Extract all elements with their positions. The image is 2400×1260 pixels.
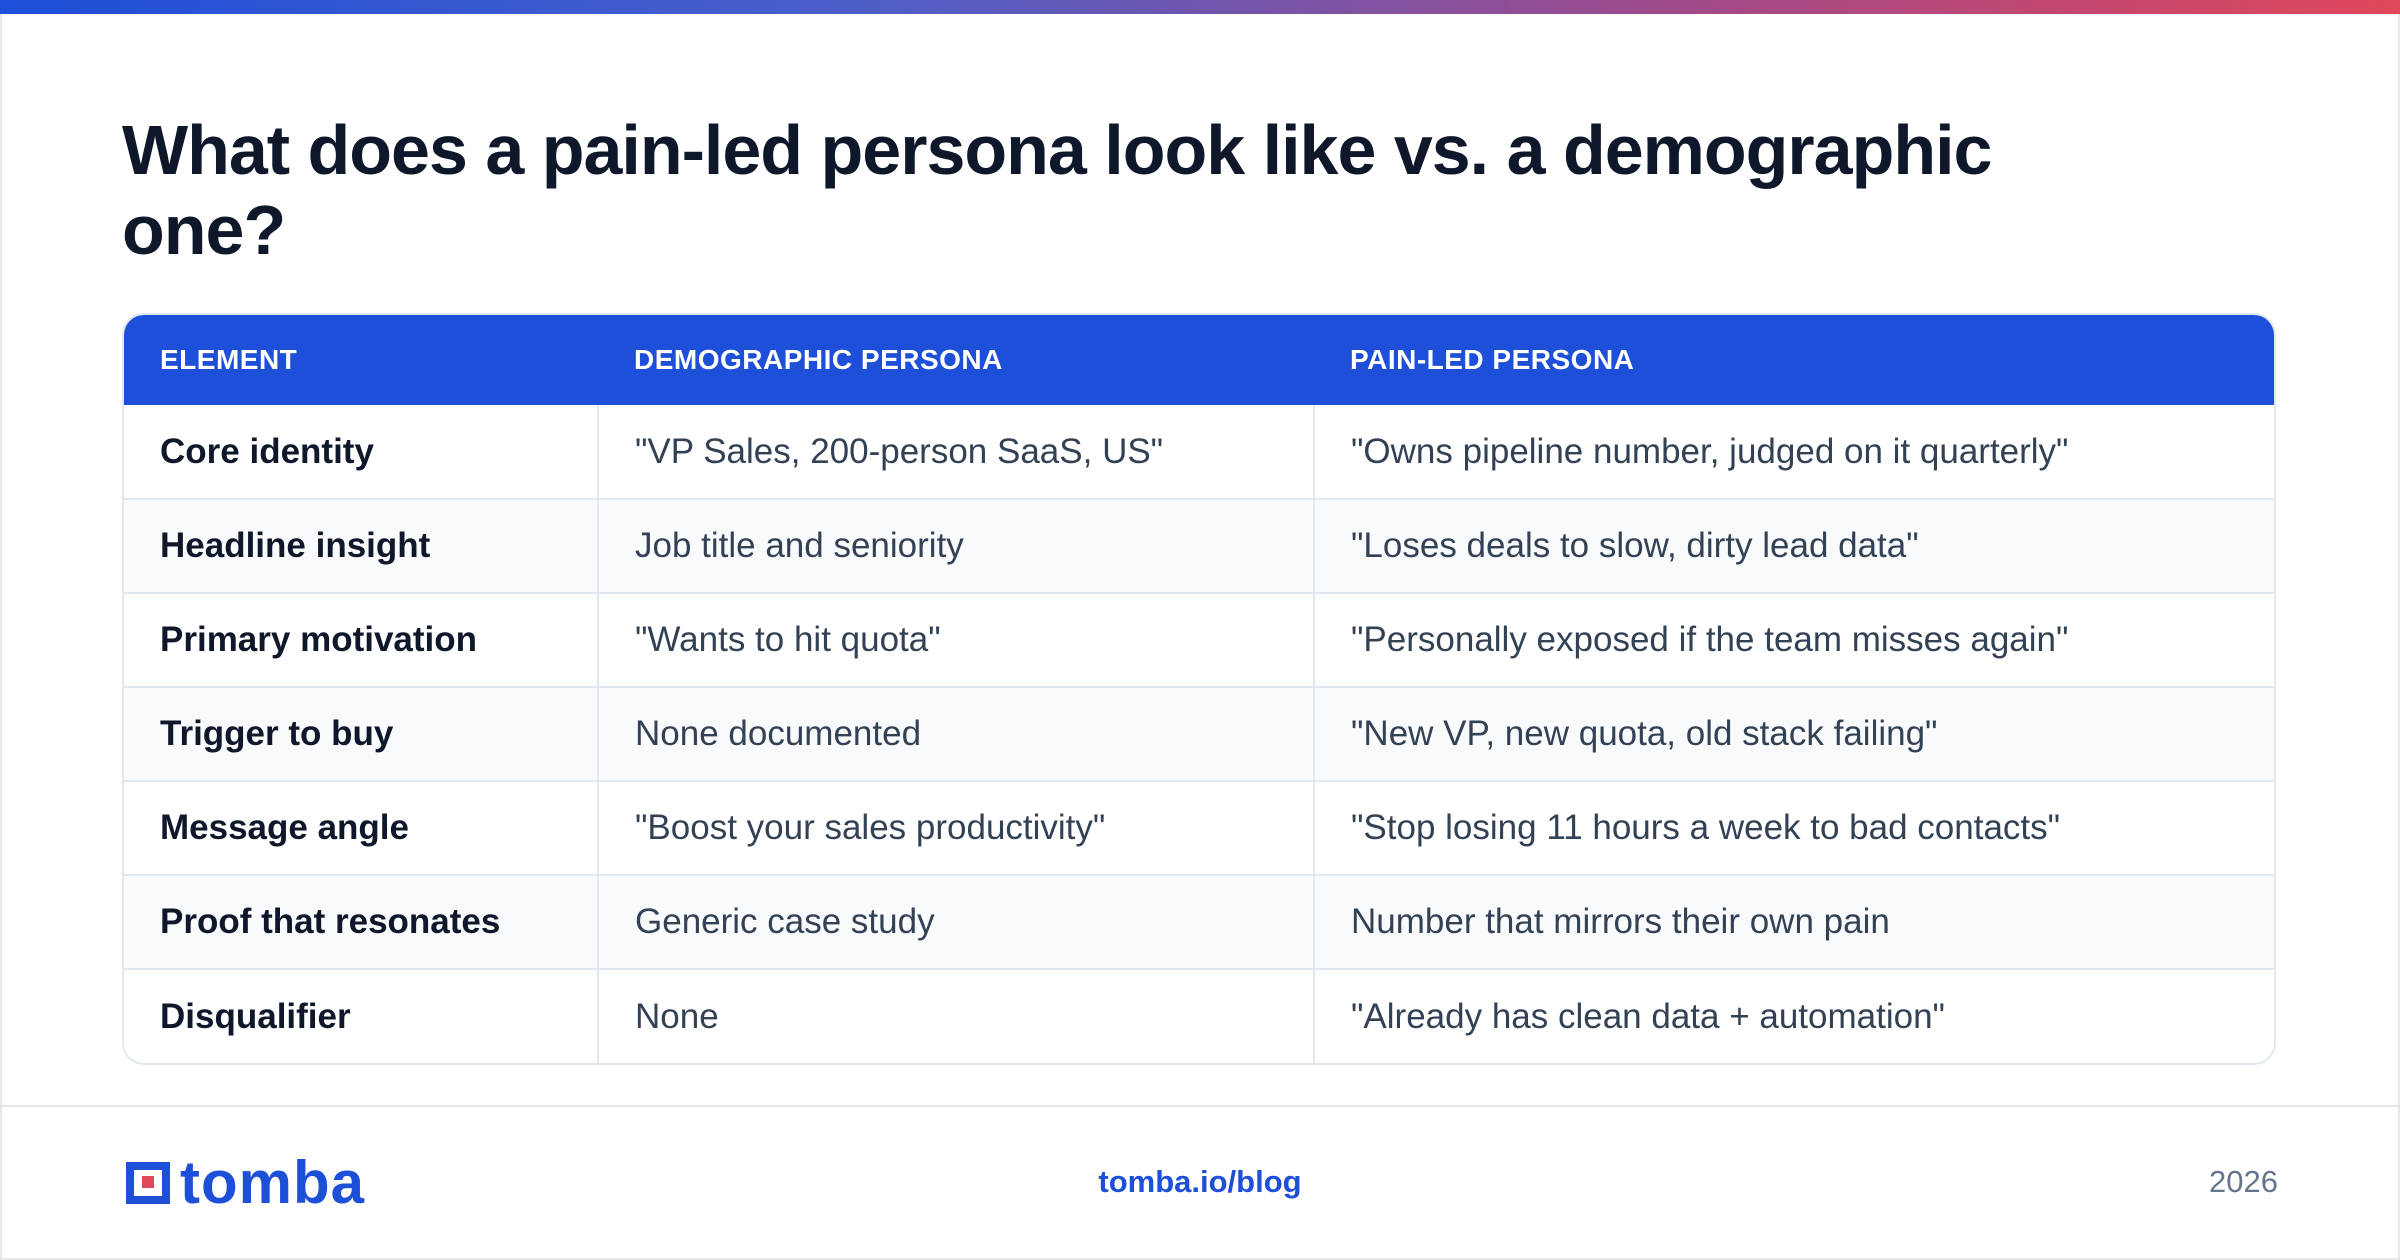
row-demographic: "Wants to hit quota" — [597, 593, 1314, 687]
top-gradient-bar — [0, 0, 2400, 14]
row-demographic: None documented — [597, 687, 1314, 781]
row-pain-led: "Loses deals to slow, dirty lead data" — [1313, 499, 2274, 593]
row-demographic: "Boost your sales productivity" — [597, 781, 1314, 875]
footer-divider — [0, 1105, 2400, 1107]
page-title: What does a pain-led persona look like v… — [122, 111, 1992, 269]
table-row: Proof that resonates Generic case study … — [124, 875, 2274, 969]
row-demographic: Generic case study — [597, 875, 1314, 969]
tomba-logo[interactable]: tomba — [122, 1149, 365, 1216]
row-pain-led: "Owns pipeline number, judged on it quar… — [1313, 405, 2274, 499]
row-demographic: Job title and seniority — [597, 499, 1314, 593]
row-element: Core identity — [160, 431, 374, 471]
table-row: Disqualifier None "Already has clean dat… — [124, 969, 2274, 1063]
table-row: Message angle "Boost your sales producti… — [124, 781, 2274, 875]
header-demographic-persona: DEMOGRAPHIC PERSONA — [634, 344, 1003, 375]
row-element: Headline insight — [160, 526, 431, 565]
blog-link[interactable]: tomba.io/blog — [1098, 1164, 1302, 1199]
table-body: Core identity "VP Sales, 200-person SaaS… — [124, 405, 2274, 1063]
table-row: Primary motivation "Wants to hit quota" … — [124, 593, 2274, 687]
row-pain-led: "Already has clean data + automation" — [1313, 969, 2274, 1063]
row-element: Trigger to buy — [160, 714, 394, 753]
table-row: Headline insight Job title and seniority… — [124, 499, 2274, 593]
row-element: Primary motivation — [160, 620, 478, 659]
logo-wordmark: tomba — [180, 1149, 365, 1216]
row-pain-led: "Stop losing 11 hours a week to bad cont… — [1313, 781, 2274, 875]
table-header-row: ELEMENT DEMOGRAPHIC PERSONA PAIN-LED PER… — [124, 315, 2274, 405]
header-pain-led-persona: PAIN-LED PERSONA — [1350, 344, 1635, 375]
row-element: Disqualifier — [160, 996, 351, 1036]
table-row: Core identity "VP Sales, 200-person SaaS… — [124, 405, 2274, 499]
table-row: Trigger to buy None documented "New VP, … — [124, 687, 2274, 781]
comparison-table: ELEMENT DEMOGRAPHIC PERSONA PAIN-LED PER… — [124, 315, 2274, 1063]
row-pain-led: "Personally exposed if the team misses a… — [1313, 593, 2274, 687]
comparison-table-container: ELEMENT DEMOGRAPHIC PERSONA PAIN-LED PER… — [122, 313, 2276, 1065]
tomba-logo-icon — [126, 1162, 170, 1204]
row-element: Message angle — [160, 808, 409, 847]
row-demographic: "VP Sales, 200-person SaaS, US" — [597, 405, 1314, 499]
table-header: ELEMENT DEMOGRAPHIC PERSONA PAIN-LED PER… — [124, 315, 2274, 405]
row-pain-led: "New VP, new quota, old stack failing" — [1313, 687, 2274, 781]
row-pain-led: Number that mirrors their own pain — [1313, 875, 2274, 969]
footer-year: 2026 — [2209, 1164, 2278, 1199]
header-element: ELEMENT — [160, 344, 298, 375]
row-demographic: None — [597, 969, 1314, 1063]
row-element: Proof that resonates — [160, 902, 501, 941]
